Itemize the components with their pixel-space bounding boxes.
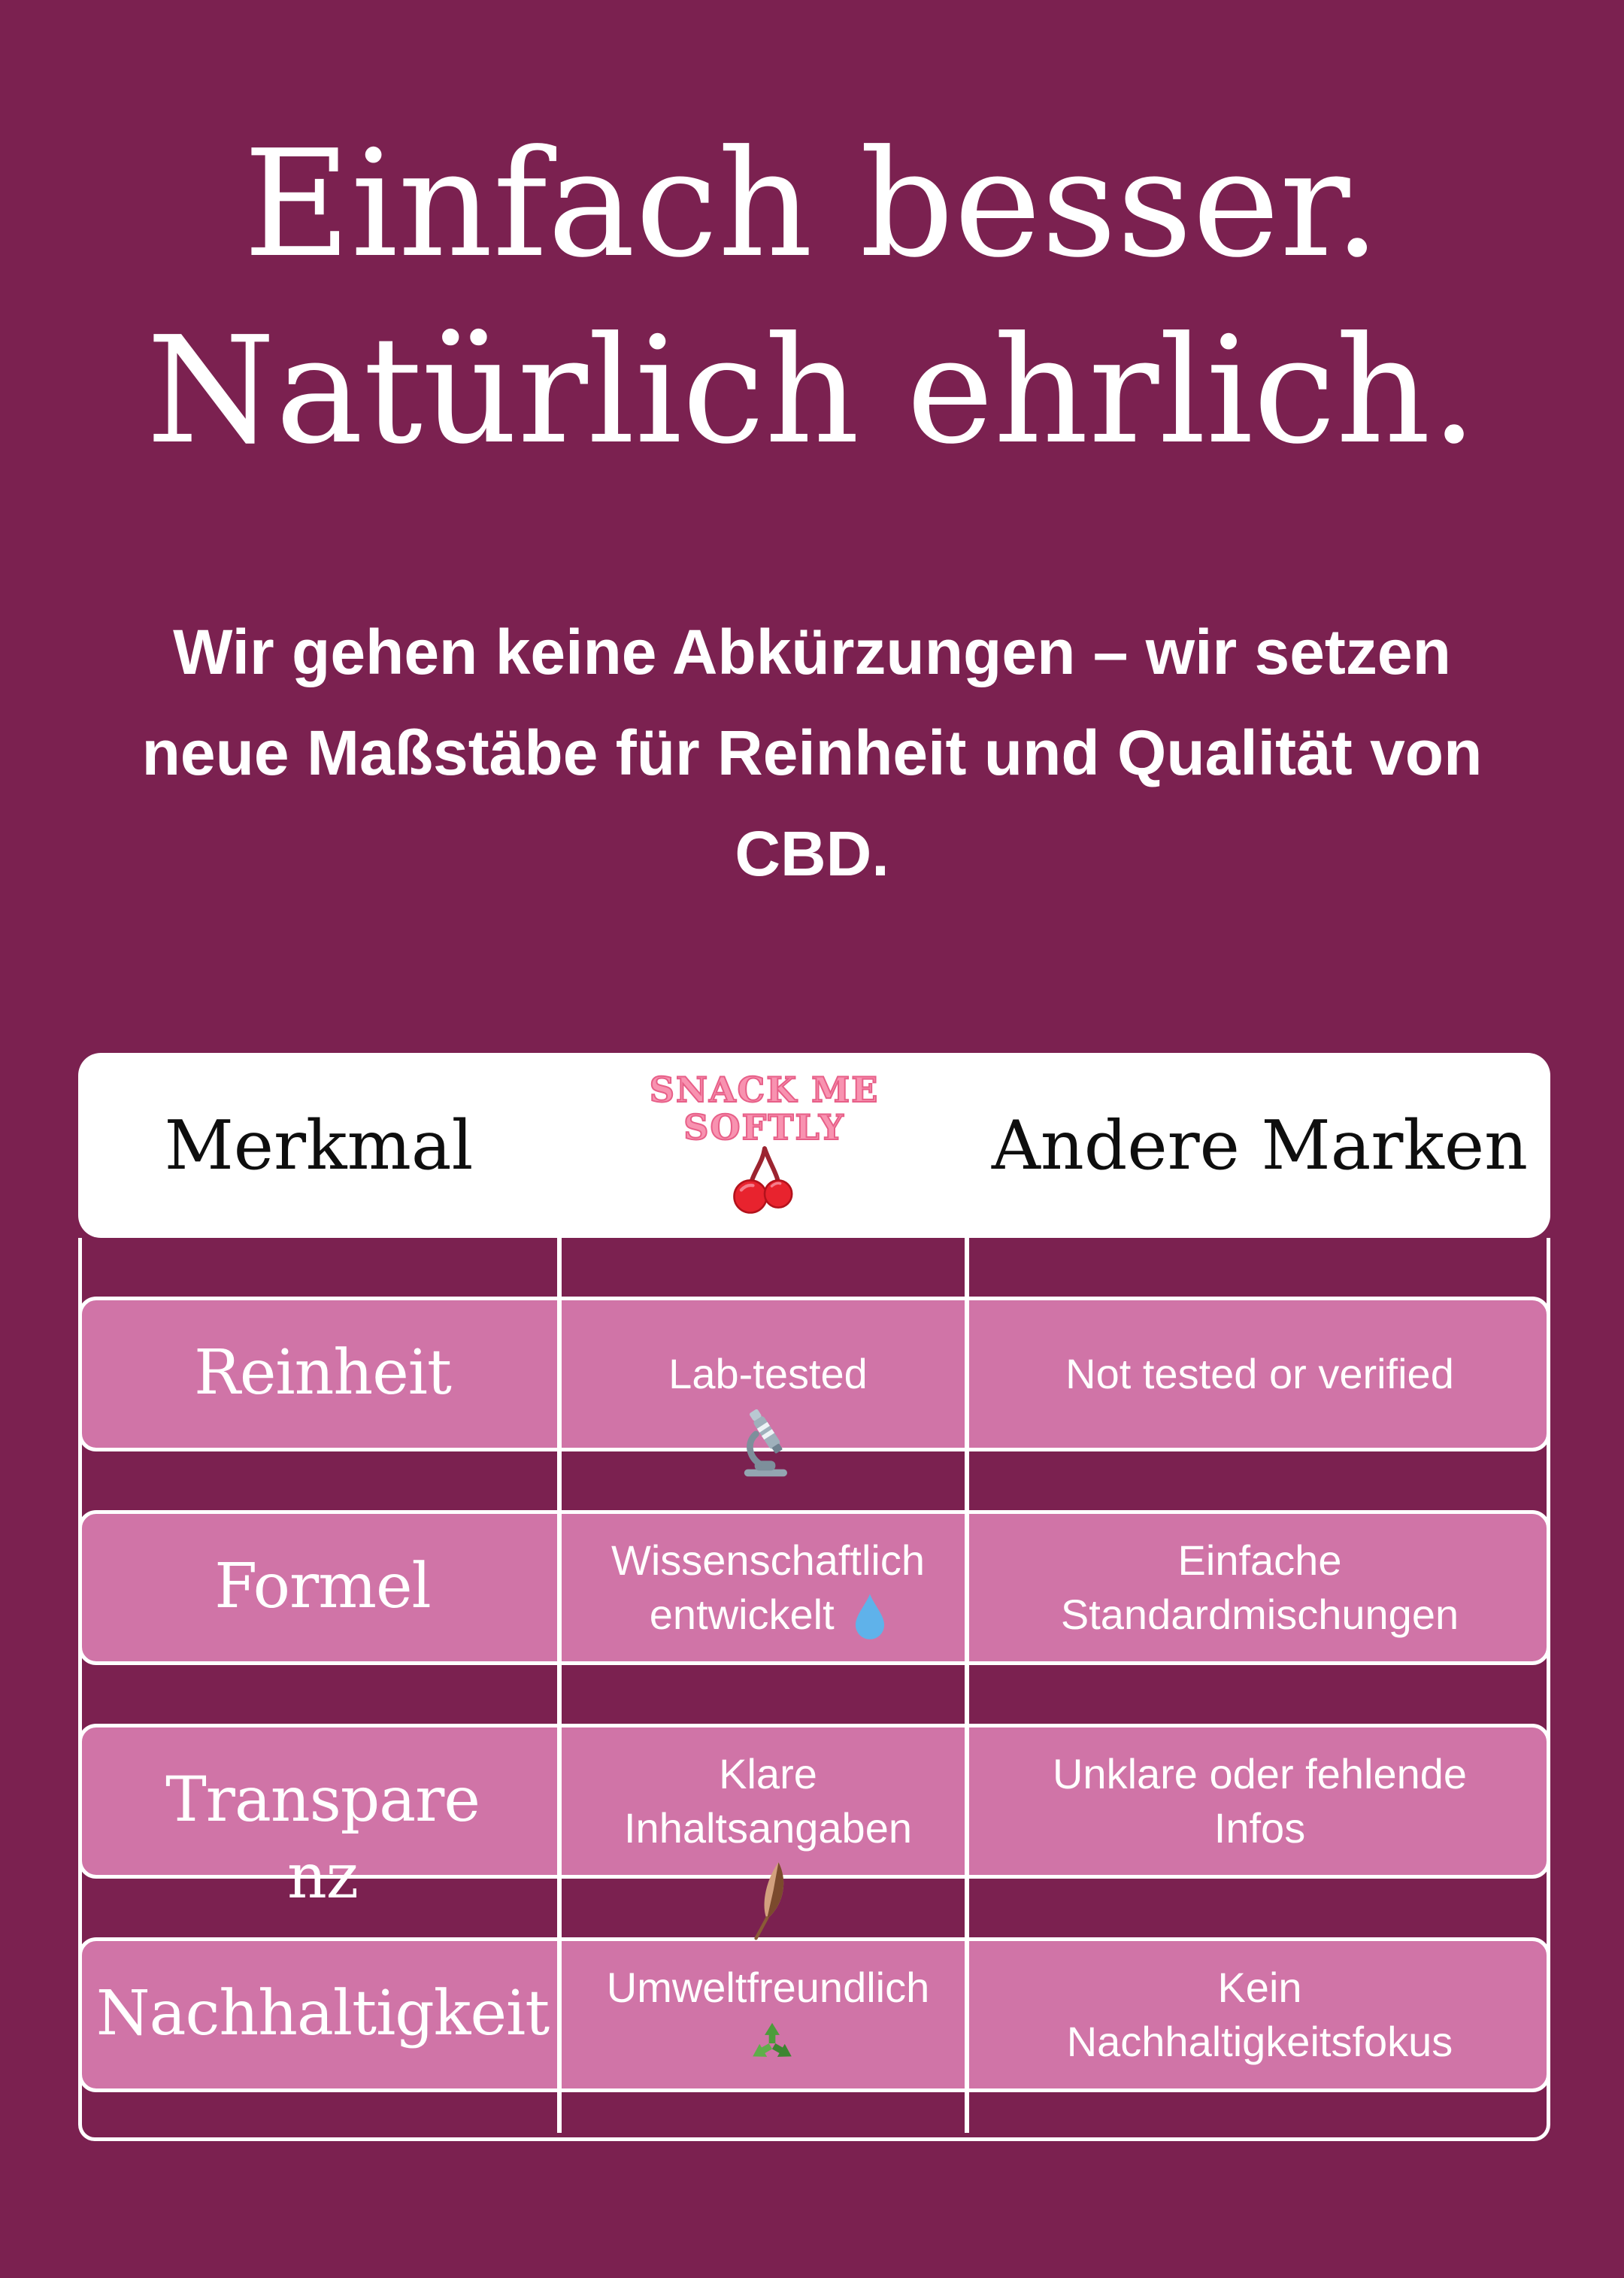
others-value: Kein Nachhaltigkeitsfokus [1066, 1964, 1453, 2065]
row-spacer [82, 1665, 1547, 1724]
droplet-icon [856, 1594, 885, 1639]
feature-label: Reinheit [194, 1337, 452, 1409]
title-line-2: Natürlich ehrlich. [146, 305, 1478, 477]
brand-cell: Umweltfreundlich [563, 1941, 973, 2088]
feature-cell: Formel [82, 1514, 563, 1661]
brand-value: Klare Inhaltsangaben [623, 1750, 912, 1852]
others-cell: Not tested or verified [973, 1300, 1547, 1448]
feature-cell: Nachhaltigkeit [82, 1941, 563, 2088]
others-value: Einfache Standardmischungen [1060, 1536, 1459, 1638]
table-row-nachhaltigkeit: Nachhaltigkeit Umweltfreundlich [78, 1937, 1550, 2092]
column-divider-2 [965, 1238, 969, 2133]
column-divider-1 [557, 1238, 562, 2133]
title-line-1: Einfach besser. [243, 119, 1381, 290]
page-subtitle: Wir gehen keine Abkürzungen – wir setzen… [141, 617, 1483, 889]
page-title: Einfach besser. Natürlich ehrlich. [0, 111, 1624, 484]
row-spacer [82, 2092, 1547, 2137]
column-header-feature: Merkmal [164, 1106, 474, 1185]
table-row-formel: Formel Wissenschaftlich entwickelt Einfa… [78, 1510, 1550, 1665]
brand-value: Umweltfreundlich [606, 1964, 930, 2011]
feather-icon [753, 1862, 783, 1940]
table-row-transparenz: Transparenz Klare Inhaltsangaben [78, 1724, 1550, 1940]
column-header-others: Andere Marken [991, 1106, 1529, 1185]
brand-cell: Lab-tested [563, 1300, 973, 1477]
brand-value: Wissenschaftlich entwickelt [611, 1536, 926, 1638]
brand-value: Lab-tested [668, 1350, 868, 1397]
feature-cell: Transparenz [82, 1727, 563, 1912]
others-cell: Kein Nachhaltigkeitsfokus [973, 1941, 1547, 2088]
table-header: Merkmal SNACK ME SOFTLY Andere Marken [78, 1053, 1550, 1238]
brand-logo-line-1: SNACK ME [649, 1069, 880, 1110]
table-row-reinheit: Reinheit Lab-tested [78, 1297, 1550, 1477]
others-value: Unklare oder fehlende Infos [1052, 1750, 1468, 1852]
comparison-table: Merkmal SNACK ME SOFTLY Andere Marken [78, 1053, 1550, 2141]
row-spacer [82, 1451, 1547, 1510]
recycle-icon [752, 2022, 792, 2057]
others-value: Not tested or verified [1065, 1350, 1454, 1397]
cherries-icon [732, 1146, 792, 1214]
table-body: Reinheit Lab-tested [78, 1238, 1550, 2141]
brand-cell: Klare Inhaltsangaben [563, 1727, 973, 1940]
brand-logo: SNACK ME SOFTLY [559, 1069, 969, 1220]
brand-cell: Wissenschaftlich entwickelt [563, 1514, 973, 1661]
others-cell: Einfache Standardmischungen [973, 1514, 1547, 1661]
row-spacer [82, 1238, 1547, 1297]
microscope-icon [744, 1409, 788, 1477]
feature-cell: Reinheit [82, 1300, 563, 1448]
feature-label: Nachhaltigkeit [95, 1978, 550, 2049]
others-cell: Unklare oder fehlende Infos [973, 1727, 1547, 1875]
feature-label: Formel [214, 1551, 432, 1622]
brand-logo-line-2: SOFTLY [683, 1107, 845, 1148]
feature-label: Transparenz [165, 1764, 480, 1912]
